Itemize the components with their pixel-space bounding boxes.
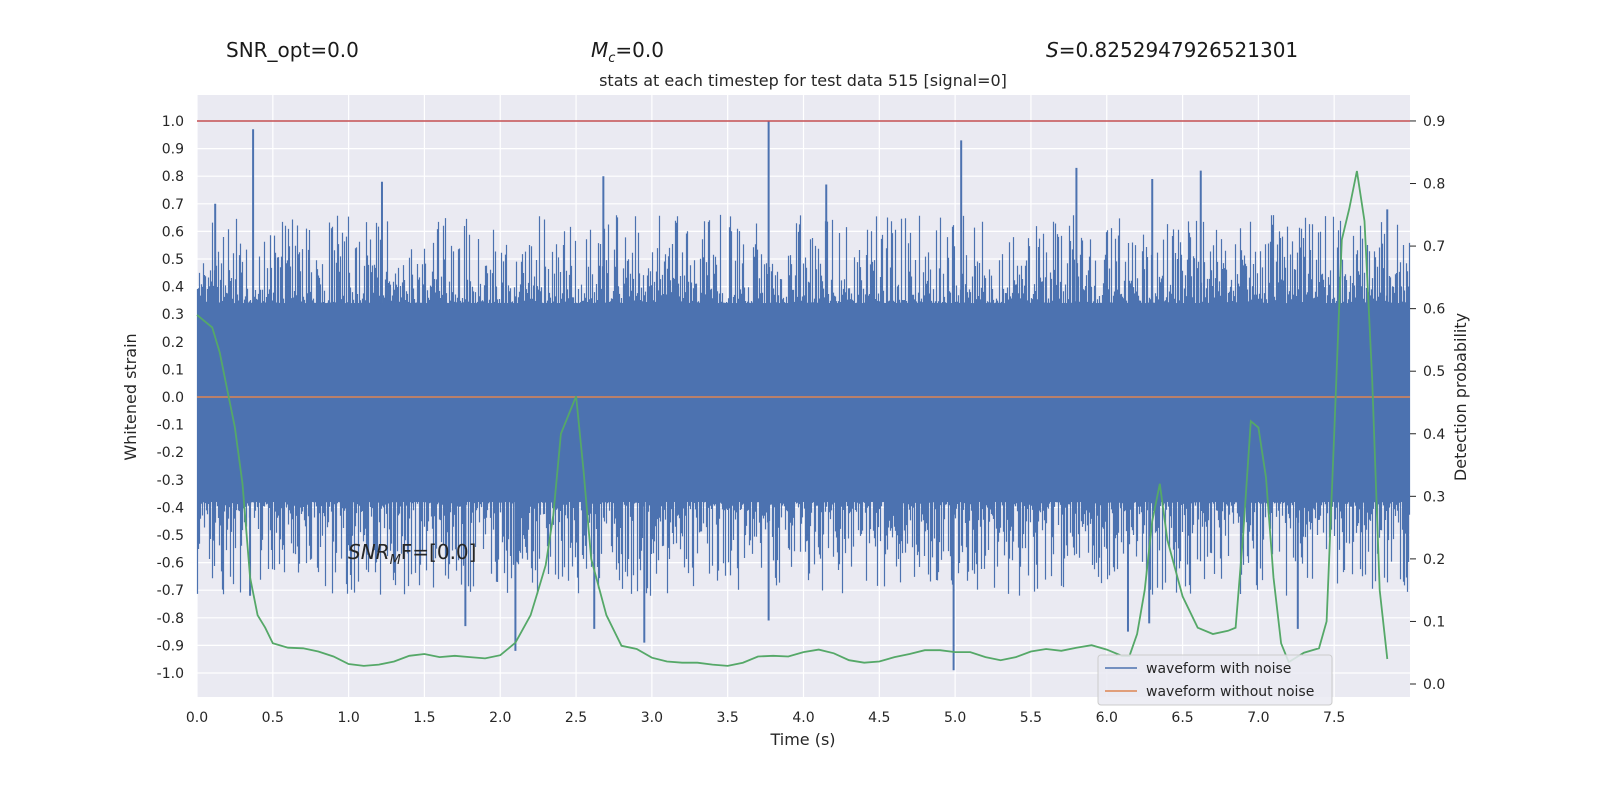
y-tick-label: 0.1 <box>162 362 184 378</box>
legend-box <box>1097 654 1333 706</box>
s-value: =0.8252947926521301 <box>1058 38 1299 62</box>
x-tick-label: 4.0 <box>792 710 814 726</box>
s-symbol: S <box>1046 38 1059 62</box>
x-tick-label: 1.5 <box>413 710 435 726</box>
waveform-with-noise-series <box>196 121 1411 671</box>
y-tick-label: 0.2 <box>162 335 184 351</box>
y-tick-label: 0.9 <box>162 142 184 158</box>
snr-mf-annotation: SNRMF=[0.0] <box>348 540 476 568</box>
y2-tick-label: 0.7 <box>1423 239 1445 255</box>
y-tick-label: -0.2 <box>157 445 184 461</box>
y-tick-label: 0.5 <box>162 252 184 268</box>
mc-label: Mc=0.0 <box>591 38 664 66</box>
y-tick-label: -0.5 <box>157 528 184 544</box>
y2-tick-label: 0.3 <box>1423 489 1445 505</box>
y-tick-label: 0.8 <box>162 169 184 185</box>
detection-probability-series <box>196 170 1389 667</box>
y2-tick-label: 0.2 <box>1423 552 1445 568</box>
x-tick-label: 1.0 <box>337 710 359 726</box>
y2-tick-label: 0.6 <box>1423 302 1445 318</box>
x-tick-label: 3.0 <box>641 710 663 726</box>
x-tick-label: 7.5 <box>1323 710 1345 726</box>
y2-tick-label: 0.9 <box>1423 114 1445 130</box>
x-tick-label: 5.0 <box>944 710 966 726</box>
x-tick-label: 3.5 <box>717 710 739 726</box>
x-tick-label: 6.0 <box>1096 710 1118 726</box>
snr-mf-symbol: SNR <box>348 540 390 564</box>
mc-sub: c <box>608 51 616 66</box>
y2-axis-label: Detection probability <box>1451 313 1470 481</box>
x-axis-label: Time (s) <box>769 730 835 749</box>
legend-label-noise: waveform with noise <box>1146 661 1291 677</box>
mc-symbol: M <box>591 38 609 62</box>
y2-tick-label: 0.8 <box>1423 177 1445 193</box>
x-tick-label: 6.5 <box>1171 710 1193 726</box>
y-tick-label: -0.1 <box>157 418 184 434</box>
y-axis-label: Whitened strain <box>121 333 140 460</box>
y-tick-label: -0.7 <box>157 583 184 599</box>
y-tick-label: -1.0 <box>157 666 184 682</box>
y2-tick-label: 0.1 <box>1423 614 1445 630</box>
y-tick-label: 0.0 <box>162 390 184 406</box>
x-tick-label: 0.5 <box>262 710 284 726</box>
y-tick-label: -0.3 <box>157 473 184 489</box>
x-tick-label: 2.0 <box>489 710 511 726</box>
legend: waveform with noise waveform without noi… <box>1097 654 1333 706</box>
s-label: S=0.8252947926521301 <box>1046 38 1298 62</box>
x-tick-label: 0.0 <box>186 710 208 726</box>
y2-tick-label: 0.4 <box>1423 427 1445 443</box>
y-tick-label: -0.8 <box>157 611 184 627</box>
y-tick-label: -0.9 <box>157 638 184 654</box>
y-tick-label: 0.7 <box>162 197 184 213</box>
snr-opt-text: SNR_opt=0.0 <box>226 38 359 62</box>
noise-core <box>197 303 1410 502</box>
mc-value: =0.0 <box>615 38 664 62</box>
y-axis-ticks: 1.0 0.9 0.8 0.7 0.6 0.5 0.4 0.3 0.2 0.1 0.0 -0.1 -0.… <box>157 114 184 682</box>
snr-opt-label: SNR_opt=0.0 <box>226 38 359 62</box>
y-tick-label: -0.4 <box>157 500 184 516</box>
x-tick-label: 2.5 <box>565 710 587 726</box>
y-tick-label: -0.6 <box>157 556 184 572</box>
y-tick-label: 0.6 <box>162 224 184 240</box>
x-tick-label: 4.5 <box>868 710 890 726</box>
y-tick-label: 0.3 <box>162 307 184 323</box>
snr-mf-sub: M <box>390 553 401 568</box>
snr-mf-tail: F=[0.0] <box>401 540 477 564</box>
probability-line <box>196 170 1389 667</box>
y-tick-label: 1.0 <box>162 114 184 130</box>
y2-tick-label: 0.5 <box>1423 364 1445 380</box>
legend-label-clean: waveform without noise <box>1146 684 1314 700</box>
chart-title: stats at each timestep for test data 515… <box>599 71 1007 90</box>
x-tick-label: 7.0 <box>1247 710 1269 726</box>
y2-tick-label: 0.0 <box>1423 677 1445 693</box>
x-axis-ticks: 0.0 0.5 1.0 1.5 2.0 2.5 3.0 3.5 4.0 4.5 5.0 5.5 6.0 6… <box>186 710 1345 726</box>
x-tick-label: 5.5 <box>1020 710 1042 726</box>
y-tick-label: 0.4 <box>162 280 184 296</box>
y2-axis-ticks: 0.9 0.8 0.7 0.6 0.5 0.4 0.3 0.2 0.1 0.0 <box>1410 114 1445 693</box>
